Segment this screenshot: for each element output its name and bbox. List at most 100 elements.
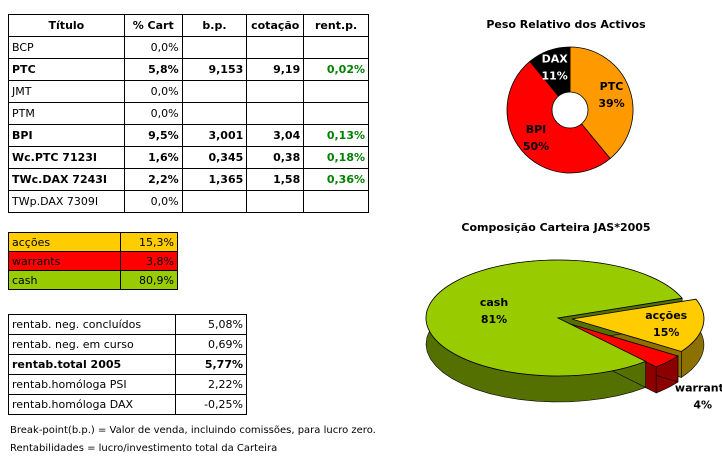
table-cell: JMT	[8, 80, 125, 103]
header-cell: cotação	[246, 14, 305, 37]
table-cell: 1,365	[181, 168, 248, 191]
returns-row: rentab. neg. concluídos 5,08%	[8, 314, 247, 335]
table-cell: 0,0%	[123, 190, 183, 213]
table-cell	[246, 190, 305, 213]
table-cell	[181, 80, 248, 103]
chart-title: Composição Carteira JAS*2005	[461, 221, 650, 234]
allocation-value: 3,8%	[120, 251, 178, 271]
table-cell	[246, 102, 305, 125]
table-row: Wc.PTC 7123I 1,6% 0,345 0,38 0,18%	[8, 146, 369, 169]
table-cell	[303, 190, 369, 213]
table-cell: 3,001	[181, 124, 248, 147]
header-cell: Título	[8, 14, 125, 37]
slice-value-label: 11%	[541, 69, 567, 82]
allocation-value: 15,3%	[120, 232, 178, 252]
note: Break-point(b.p.) = Valor de venda, incl…	[10, 425, 376, 436]
table-row: BPI 9,5% 3,001 3,04 0,13%	[8, 124, 369, 147]
table-cell: Wc.PTC 7123I	[8, 146, 125, 169]
slice	[571, 298, 705, 352]
slice	[425, 259, 683, 377]
slice-label: acções	[645, 309, 687, 322]
table-cell: 3,04	[246, 124, 305, 147]
slice-value-label: 39%	[598, 97, 624, 110]
allocation-row: cash 80,9%	[8, 270, 178, 290]
table-cell: 0,38	[246, 146, 305, 169]
returns-value: 0,69%	[175, 334, 247, 355]
header-cell: % Cart	[123, 14, 183, 37]
table-cell	[246, 36, 305, 59]
slice-value-label: 15%	[653, 326, 679, 339]
returns-label: rentab.homóloga PSI	[8, 374, 176, 395]
table-cell	[181, 190, 248, 213]
table-cell: 1,58	[246, 168, 305, 191]
allocation-value: 80,9%	[120, 270, 178, 290]
table-cell: 0,02%	[303, 58, 369, 81]
returns-row: rentab. neg. em curso 0,69%	[8, 334, 247, 355]
table-cell	[303, 80, 369, 103]
table-row: TWc.DAX 7243I 2,2% 1,365 1,58 0,36%	[8, 168, 369, 191]
returns-label: rentab. neg. em curso	[8, 334, 176, 355]
allocation-table: acções 15,3% warrants 3,8% cash 80,9%	[8, 232, 178, 290]
table-cell: BPI	[8, 124, 125, 147]
table-cell: 0,13%	[303, 124, 369, 147]
allocation-label: cash	[8, 270, 121, 290]
returns-label: rentab.homóloga DAX	[8, 394, 176, 415]
table-cell: PTC	[8, 58, 125, 81]
header-row: Título% Cart b.p. cotação rent.p.	[8, 14, 369, 37]
table-cell: 0,345	[181, 146, 248, 169]
table-row: PTC 5,8% 9,153 9,19 0,02%	[8, 58, 369, 81]
returns-label: rentab.total 2005	[8, 354, 176, 375]
allocation-label: acções	[8, 232, 121, 252]
table-cell: PTM	[8, 102, 125, 125]
slice	[569, 46, 634, 160]
slice-value-label: 4%	[693, 398, 712, 411]
table-cell: 0,0%	[123, 36, 183, 59]
slice-value-label: 50%	[523, 140, 549, 153]
note: Rentabilidades = lucro/investimento tota…	[10, 443, 278, 454]
table-cell: 9,19	[246, 58, 305, 81]
returns-row: rentab.homóloga PSI 2,22%	[8, 374, 247, 395]
table-cell: 0,0%	[123, 80, 183, 103]
table-row: JMT 0,0%	[8, 80, 369, 103]
slice-label: DAX	[542, 52, 569, 65]
returns-label: rentab. neg. concluídos	[8, 314, 176, 335]
returns-value: 5,08%	[175, 314, 247, 335]
returns-value: 2,22%	[175, 374, 247, 395]
table-cell: 5,8%	[123, 58, 183, 81]
allocation-row: warrants 3,8%	[8, 251, 178, 271]
table-cell	[303, 36, 369, 59]
table-cell: 0,0%	[123, 102, 183, 125]
table-cell: BCP	[8, 36, 125, 59]
slice-label: PTC	[600, 80, 624, 93]
slice-label: cash	[480, 296, 508, 309]
table-cell	[303, 102, 369, 125]
slice	[529, 46, 571, 112]
table-cell: 9,5%	[123, 124, 183, 147]
slice-label: warrants	[675, 381, 722, 394]
table-cell: 2,2%	[123, 168, 183, 191]
table-cell	[181, 36, 248, 59]
chart-title: Peso Relativo dos Activos	[486, 18, 646, 31]
slice-label: BPI	[526, 123, 547, 136]
table-cell: 1,6%	[123, 146, 183, 169]
table-cell	[246, 80, 305, 103]
allocation-row: acções 15,3%	[8, 232, 178, 252]
table-cell: 0,18%	[303, 146, 369, 169]
header-cell: rent.p.	[303, 14, 369, 37]
header-cell: b.p.	[181, 14, 248, 37]
table-cell	[181, 102, 248, 125]
table-row: PTM 0,0%	[8, 102, 369, 125]
donut-hole	[551, 91, 589, 129]
slice-value-label: 81%	[481, 313, 507, 326]
table-cell: TWc.DAX 7243I	[8, 168, 125, 191]
returns-row: rentab.total 2005 5,77%	[8, 354, 247, 375]
table-cell: 0,36%	[303, 168, 369, 191]
table-row: TWp.DAX 7309I 0,0%	[8, 190, 369, 213]
returns-value: 5,77%	[175, 354, 247, 375]
table-cell: 9,153	[181, 58, 248, 81]
table-cell: TWp.DAX 7309I	[8, 190, 125, 213]
returns-table: rentab. neg. concluídos 5,08% rentab. neg.…	[8, 314, 247, 415]
returns-value: -0,25%	[175, 394, 247, 415]
